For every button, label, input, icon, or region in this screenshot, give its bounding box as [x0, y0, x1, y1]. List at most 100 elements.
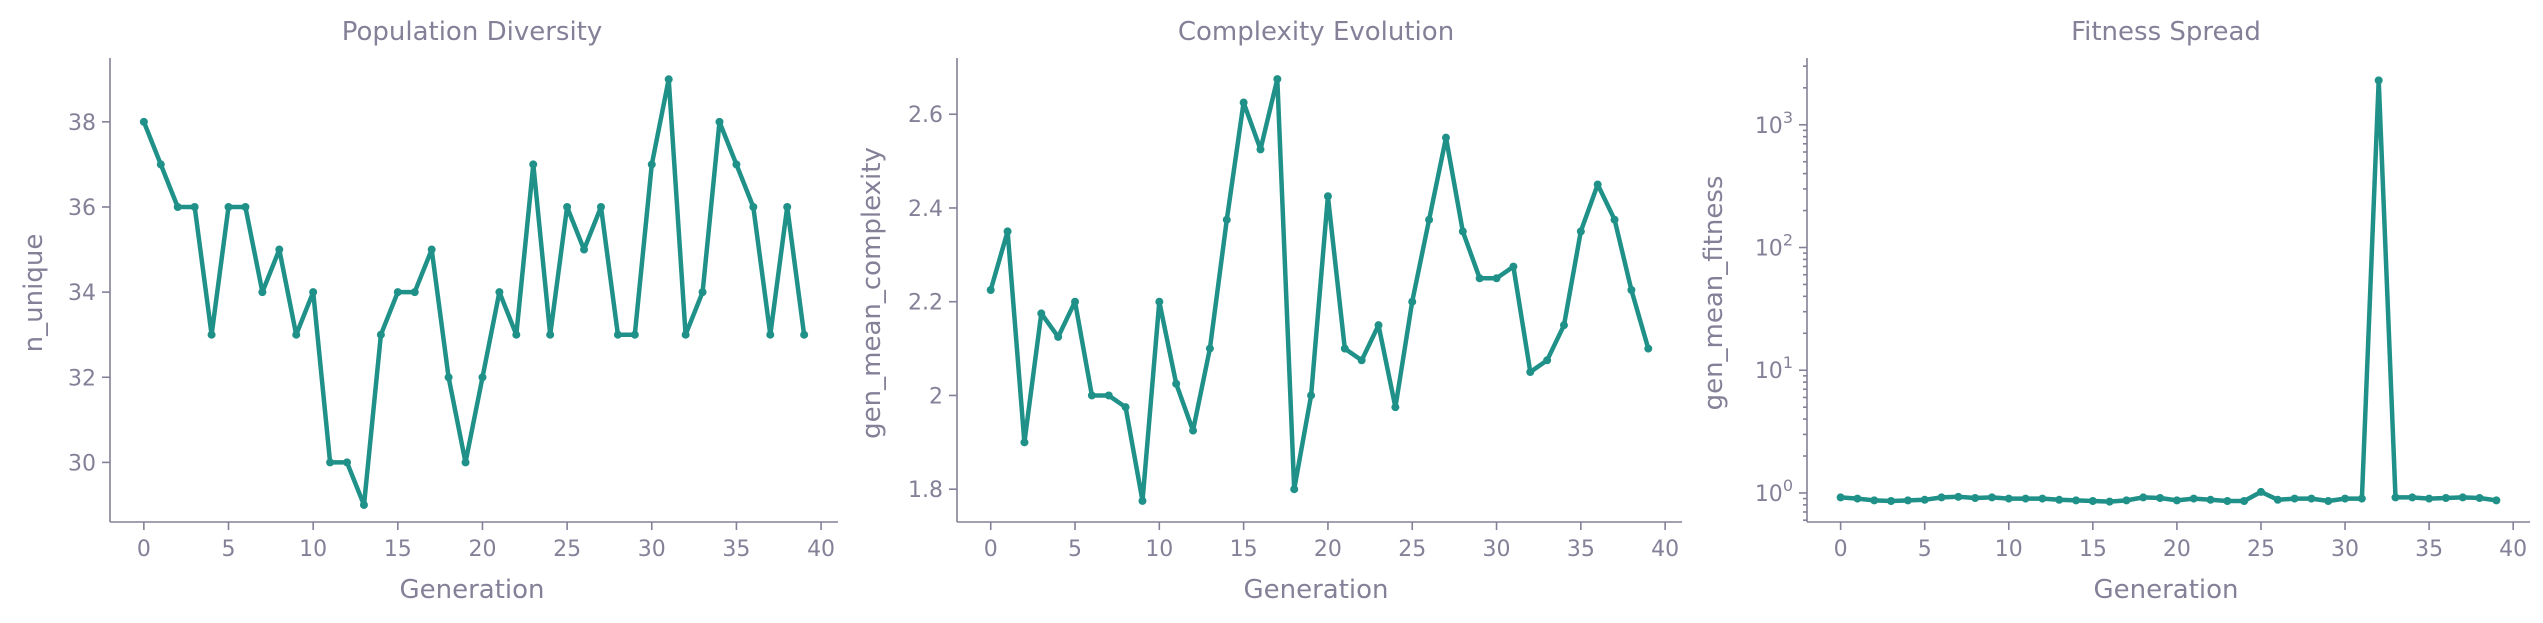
data-point: [410, 288, 419, 297]
data-point: [2038, 494, 2047, 503]
data-point: [2055, 495, 2064, 504]
data-point: [1020, 438, 1029, 447]
x-tick-label: 30: [638, 537, 666, 562]
data-point: [2273, 495, 2282, 504]
data-point: [1071, 297, 1080, 306]
data-point: [1492, 274, 1501, 283]
data-point: [1870, 496, 1879, 505]
data-point: [1987, 493, 1996, 502]
chart-fitness-spread: Fitness Spread Generation gen_mean_fitne…: [1699, 17, 2530, 605]
x-tick-label: 15: [384, 537, 412, 562]
x-tick-label: 10: [299, 537, 327, 562]
data-point: [2341, 494, 2350, 503]
data-point: [1920, 495, 1929, 504]
data-point: [1172, 379, 1181, 388]
data-point: [2425, 494, 2434, 503]
data-point: [1971, 493, 1980, 502]
data-point: [427, 245, 436, 254]
data-point: [732, 160, 741, 169]
x-tick-label: 15: [1230, 537, 1258, 562]
y-tick-label: 1.8: [908, 478, 943, 503]
data-point: [1205, 344, 1214, 353]
data-point: [1256, 145, 1265, 154]
data-point: [258, 288, 267, 297]
data-point: [2206, 495, 2215, 504]
data-point: [2492, 496, 2501, 505]
data-point: [343, 458, 352, 467]
data-point: [1374, 321, 1383, 330]
chart-title: Population Diversity: [342, 17, 603, 47]
data-point: [766, 330, 775, 339]
data-point: [1273, 75, 1282, 84]
data-point: [2105, 497, 2114, 506]
data-point: [1627, 286, 1636, 294]
data-point: [2223, 497, 2232, 506]
y-tick-label: 101: [1755, 353, 1793, 384]
data-point: [2307, 494, 2316, 503]
y-tick-label: 103: [1755, 108, 1793, 139]
x-tick-label: 30: [1483, 537, 1511, 562]
data-point: [2156, 493, 2165, 502]
y-tick-label: 36: [68, 196, 96, 221]
data-point: [2357, 494, 2366, 503]
data-point: [2256, 487, 2265, 496]
x-axis-label: Generation: [2093, 575, 2238, 605]
data-point: [1559, 321, 1568, 330]
data-point: [2122, 496, 2131, 505]
data-point: [461, 458, 470, 467]
data-point: [1323, 192, 1332, 201]
data-point: [1357, 356, 1366, 365]
data-point: [2290, 494, 2299, 503]
y-tick-label: 38: [68, 111, 96, 136]
data-point: [2475, 493, 2484, 502]
data-point: [800, 330, 809, 339]
y-axis-label: gen_mean_fitness: [1699, 176, 1729, 411]
data-point: [1543, 356, 1552, 365]
y-tick-label: 100: [1755, 476, 1793, 507]
data-point: [546, 330, 555, 339]
data-point: [2408, 493, 2417, 502]
data-point: [2240, 497, 2249, 506]
data-point: [2189, 494, 2198, 503]
data-point: [1003, 227, 1012, 236]
data-point: [1458, 227, 1467, 236]
data-point: [156, 160, 165, 169]
data-point: [478, 373, 487, 382]
data-point: [1155, 297, 1164, 306]
x-tick-label: 35: [1567, 537, 1595, 562]
data-point: [647, 160, 656, 169]
x-tick-label: 20: [2163, 537, 2191, 562]
data-point: [1239, 98, 1248, 107]
data-point: [2324, 497, 2333, 506]
data-point: [444, 373, 453, 382]
data-point: [376, 330, 385, 339]
data-point: [1853, 494, 1862, 503]
y-tick-label: 34: [68, 281, 96, 306]
data-point: [1593, 180, 1602, 189]
chart-population-diversity: Population Diversity Generation n_unique…: [19, 17, 838, 605]
data-point: [1610, 215, 1619, 224]
x-tick-label: 20: [1314, 537, 1342, 562]
data-point: [1087, 391, 1096, 400]
x-tick-label: 40: [2499, 537, 2527, 562]
data-point: [715, 117, 724, 126]
data-point: [2172, 496, 2181, 505]
x-tick-label: 40: [1651, 537, 1679, 562]
data-point: [512, 330, 521, 339]
data-point: [749, 202, 758, 211]
data-point: [681, 330, 690, 339]
data-point: [613, 330, 622, 339]
data-point: [1104, 391, 1113, 400]
data-point: [2441, 493, 2450, 502]
y-tick-label: 102: [1755, 231, 1793, 262]
data-point: [783, 202, 792, 211]
data-point: [393, 288, 402, 297]
data-point: [580, 245, 589, 254]
x-tick-label: 25: [2247, 537, 2275, 562]
data-point: [1937, 493, 1946, 502]
x-tick-label: 35: [2415, 537, 2443, 562]
x-tick-label: 20: [468, 537, 496, 562]
data-point: [1408, 297, 1417, 306]
data-point: [1189, 426, 1198, 435]
data-point: [1509, 262, 1518, 271]
